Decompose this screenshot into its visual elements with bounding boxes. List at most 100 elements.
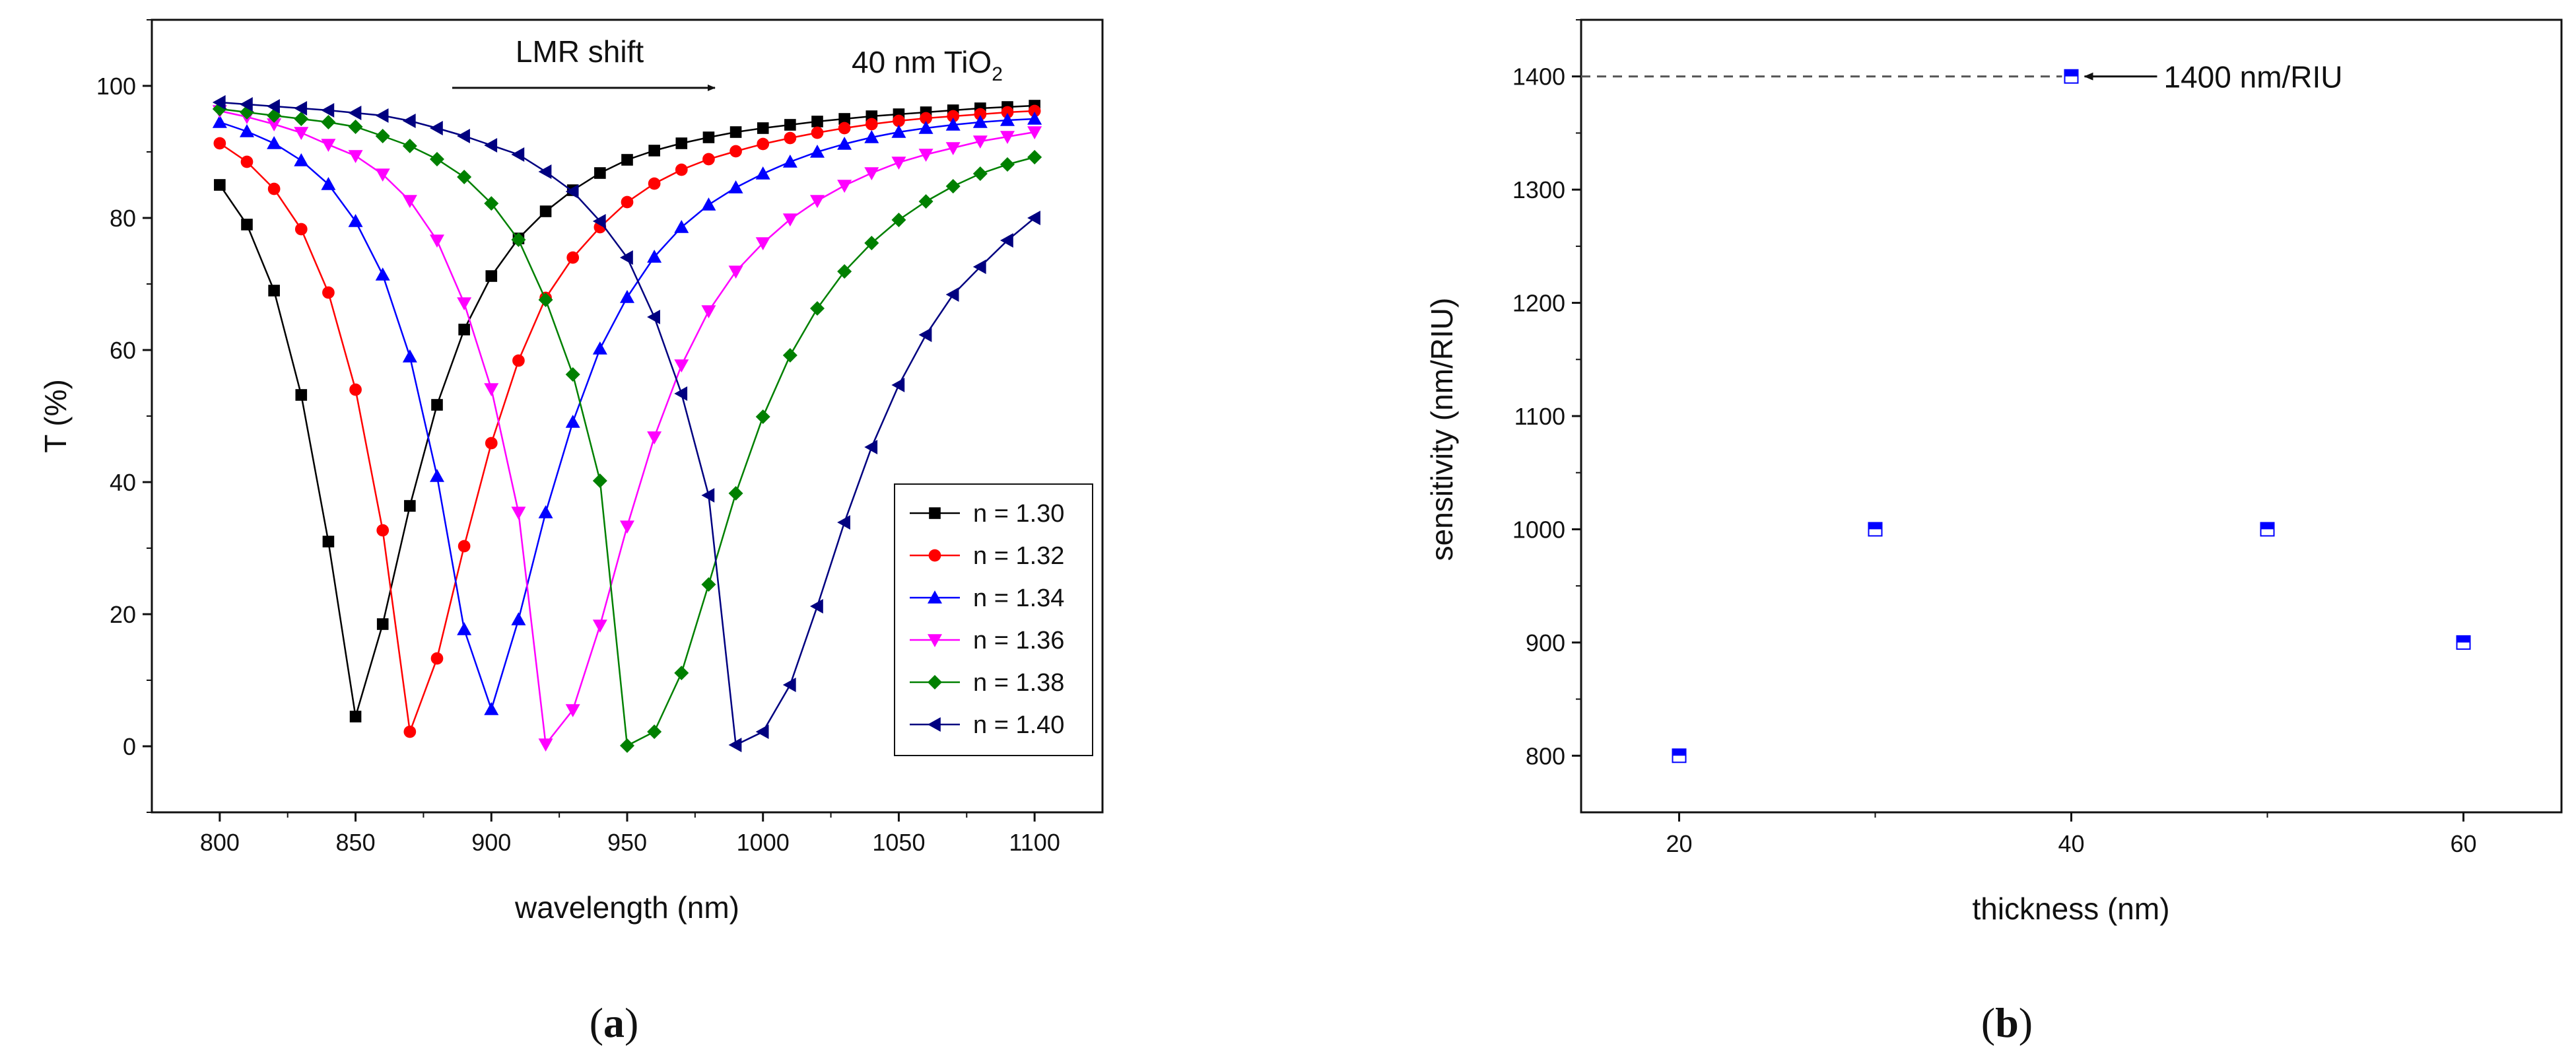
data-point (511, 507, 526, 520)
chart-a-x-axis-label: wavelength (nm) (514, 890, 739, 925)
chart-a: 800 850 900 950 1000 1050 1100 0 20 40 60 80 100 wa… (38, 18, 1104, 925)
chart-b: 20 40 60 800 900 1000 1100 1200 1300 1400 1400 n… (1425, 18, 2563, 926)
data-point (484, 702, 499, 715)
data-point (974, 108, 987, 121)
data-point (512, 354, 525, 367)
chart-a-legend: n = 1.30 n = 1.32 n = 1.34 n = 1.36 n = 1.38… (894, 483, 1093, 756)
data-point-fill (2457, 635, 2470, 643)
data-point (757, 122, 769, 134)
chart-b-points-group (1672, 69, 2471, 763)
data-point (918, 328, 932, 342)
data-point (268, 285, 280, 297)
data-point (430, 234, 444, 248)
y-tick-label: 0 (123, 733, 136, 760)
chart-a-x-axis: 800 850 900 950 1000 1050 1100 (200, 812, 1060, 856)
data-point (893, 114, 905, 127)
x-tick-label: 40 (2058, 830, 2084, 857)
data-point (891, 213, 906, 227)
data-point (430, 121, 443, 135)
data-point (701, 305, 716, 318)
data-point (485, 437, 498, 450)
data-point (321, 103, 335, 118)
data-point (782, 213, 797, 227)
y-tick-label: 1000 (1512, 516, 1565, 543)
data-point (1868, 522, 1883, 537)
data-point (1000, 113, 1015, 126)
data-point (294, 101, 308, 116)
data-point (918, 194, 933, 209)
y-tick-label: 800 (1526, 742, 1565, 769)
y-tick-label: 100 (96, 73, 136, 100)
x-tick-label: 850 (336, 829, 376, 856)
data-point (430, 152, 444, 166)
legend-label: n = 1.38 (973, 669, 1064, 697)
data-point (947, 110, 960, 123)
data-point (647, 724, 662, 739)
data-point-fill (2064, 69, 2078, 77)
data-point (972, 115, 988, 128)
data-point (348, 150, 363, 163)
data-point (674, 666, 689, 680)
x-tick-label: 950 (607, 829, 647, 856)
chart-a-y-axis: 0 20 40 60 80 100 (96, 19, 152, 813)
data-point (728, 265, 743, 279)
data-point (485, 270, 498, 282)
legend-marker (928, 590, 942, 604)
data-point (484, 196, 499, 211)
data-point (620, 738, 634, 753)
x-tick-label: 1100 (1009, 829, 1060, 856)
data-point (321, 115, 336, 129)
data-point (566, 251, 580, 264)
legend-label: n = 1.34 (973, 584, 1064, 612)
data-point (267, 136, 282, 149)
data-point (945, 287, 959, 302)
panel-label-a: (a) (590, 999, 639, 1046)
data-point (431, 399, 443, 411)
chart-b-frame (1580, 18, 2563, 814)
data-point (1672, 748, 1687, 763)
data-point (2064, 69, 2079, 84)
y-tick-label: 900 (1526, 629, 1565, 656)
legend-marker (928, 675, 942, 689)
y-tick-label: 1200 (1512, 290, 1565, 317)
data-point (837, 137, 852, 150)
data-point (294, 127, 309, 140)
chart-b-y-axis-label: sensitivity (nm/RIU) (1425, 298, 1459, 561)
legend-marker (928, 717, 941, 732)
data-point (920, 112, 932, 125)
data-point (891, 125, 906, 138)
chart-a-y-axis-label: T (%) (38, 379, 73, 453)
data-point (811, 116, 823, 127)
data-point (729, 126, 742, 138)
data-point (267, 118, 282, 131)
data-point (212, 115, 227, 128)
data-point (864, 167, 879, 180)
data-point (458, 540, 471, 553)
legend-label: n = 1.40 (973, 711, 1064, 739)
data-point (294, 223, 308, 236)
annotation-1400-label: 1400 nm/RIU (2164, 60, 2343, 94)
legend-label: n = 1.36 (973, 627, 1064, 654)
data-point (538, 164, 552, 179)
data-point (240, 124, 254, 137)
legend-item: n = 1.38 (910, 669, 1064, 697)
chart-b-y-axis: 800 900 1000 1100 1200 1300 1400 (1512, 19, 1581, 769)
data-point (321, 177, 336, 190)
data-point (322, 536, 335, 547)
data-point (810, 301, 825, 316)
data-point (538, 505, 553, 518)
data-point (565, 704, 580, 717)
lmr-shift-annotation: LMR shift (452, 34, 716, 91)
data-point (755, 237, 770, 250)
data-point (294, 112, 309, 126)
chart-b-x-axis-label: thickness (nm) (1972, 892, 2169, 926)
data-point (620, 250, 633, 265)
data-point (945, 118, 961, 131)
series-134 (212, 112, 1042, 715)
data-point (348, 120, 363, 134)
legend-item: n = 1.34 (910, 584, 1064, 612)
data-point (375, 129, 390, 143)
data-point (837, 515, 850, 530)
data-point (457, 170, 472, 184)
